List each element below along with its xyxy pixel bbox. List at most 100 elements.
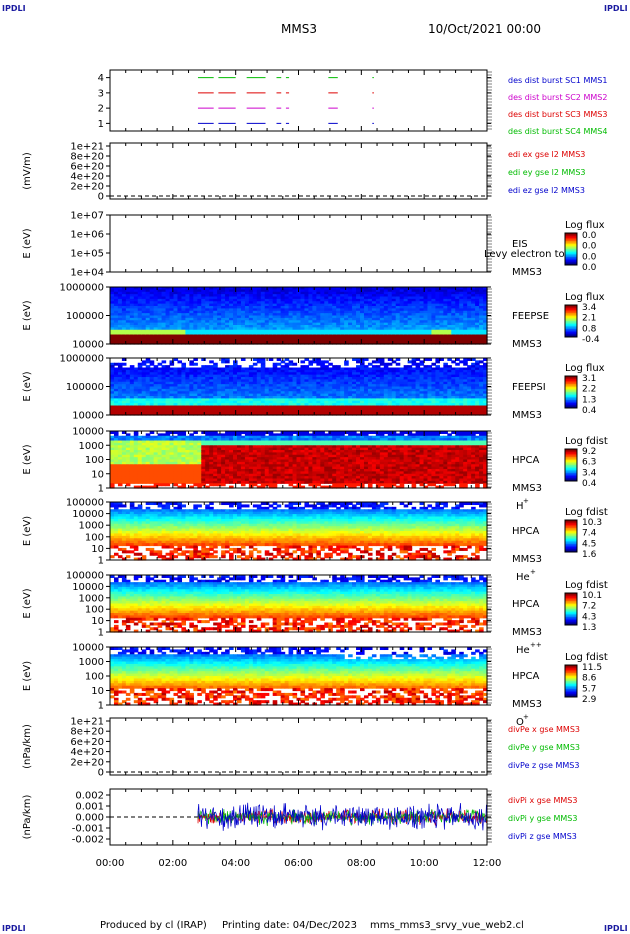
heatmap-cell (137, 379, 143, 383)
heatmap-cell (415, 374, 421, 378)
heatmap-cell (395, 384, 401, 388)
heatmap-cell (383, 332, 389, 336)
heatmap-cell (236, 308, 242, 312)
heatmap-cell (205, 379, 210, 383)
heatmap-cell (209, 306, 214, 309)
heatmap-cell (320, 377, 325, 380)
heatmap-cell (133, 315, 139, 319)
heatmap-cell (117, 407, 123, 411)
heatmap-cell (213, 310, 218, 314)
heatmap-cell (276, 369, 282, 373)
heatmap-cell (344, 379, 349, 383)
heatmap-cell (288, 362, 294, 366)
heatmap-cell (403, 336, 409, 340)
heatmap-cell (371, 339, 377, 343)
heatmap-cell (431, 374, 437, 378)
heatmap-cell (296, 379, 302, 383)
heatmap-cell (169, 336, 175, 340)
colorbar-swatch (565, 314, 577, 317)
heatmap-cell (133, 310, 139, 314)
heatmap-cell (475, 403, 480, 407)
heatmap-cell (173, 410, 179, 414)
heatmap-cell (399, 381, 405, 385)
heatmap-cell (324, 405, 329, 409)
heatmap-cell (284, 405, 290, 409)
heatmap-cell (363, 336, 369, 340)
heatmap-cell (312, 325, 317, 328)
heatmap-cell (451, 322, 456, 326)
heatmap-cell (316, 400, 321, 404)
heatmap-cell (356, 325, 361, 328)
heatmap-cell (256, 303, 262, 307)
heatmap-cell (149, 287, 155, 290)
heatmap-cell (423, 317, 429, 321)
heatmap-cell (407, 334, 413, 338)
heatmap-cell (471, 412, 476, 416)
heatmap-cell (129, 384, 135, 388)
heatmap-cell (121, 457, 127, 461)
heatmap-cell (455, 291, 460, 295)
heatmap-cell (276, 384, 282, 388)
heatmap-cell (300, 407, 306, 411)
heatmap-cell (113, 298, 119, 302)
heatmap-cell (113, 329, 119, 333)
heatmap-cell (280, 336, 286, 340)
heatmap-cell (169, 322, 175, 326)
heatmap-cell (447, 407, 452, 411)
heatmap-cell (201, 334, 206, 338)
heatmap-cell (121, 466, 127, 470)
heatmap-cell (173, 374, 179, 378)
heatmap-cell (419, 379, 425, 383)
heatmap-cell (117, 457, 123, 461)
heatmap-cell (344, 396, 349, 399)
heatmap-cell (181, 332, 186, 336)
heatmap-cell (296, 405, 302, 409)
heatmap-cell (240, 412, 246, 416)
heatmap-cell (383, 381, 389, 385)
heatmap-cell (149, 403, 155, 407)
heatmap-cell (332, 294, 337, 298)
heatmap-cell (447, 386, 452, 390)
heatmap-cell (189, 410, 194, 414)
heatmap-cell (459, 332, 464, 336)
heatmap-cell (113, 459, 119, 463)
heatmap-cell (328, 327, 333, 331)
heatmap-cell (348, 298, 353, 302)
heatmap-cell (340, 306, 345, 309)
heatmap-cell (233, 396, 238, 399)
heatmap-cell (475, 294, 480, 298)
heatmap-cell (312, 360, 317, 364)
heatmap-cell (157, 369, 163, 373)
heatmap-cell (260, 336, 266, 340)
heatmap-cell (197, 407, 202, 411)
heatmap-cell (229, 367, 234, 371)
heatmap-cell (435, 317, 440, 321)
heatmap-cell (411, 362, 417, 366)
heatmap-cell (133, 313, 139, 317)
heatmap-cell (117, 341, 123, 345)
heatmap-cell (344, 381, 349, 385)
heatmap-cell (391, 360, 397, 364)
heatmap-cell (383, 388, 389, 392)
heatmap-cell (463, 296, 468, 300)
heatmap-cell (240, 289, 246, 293)
heatmap-cell (399, 289, 405, 293)
heatmap-cell (296, 301, 302, 305)
heatmap-cell (352, 308, 357, 312)
heatmap-cell (296, 374, 302, 378)
heatmap-cell (427, 386, 433, 390)
heatmap-cell (145, 317, 151, 321)
heatmap-cell (356, 393, 361, 397)
heatmap-cell (367, 400, 373, 404)
heatmap-cell (316, 388, 321, 392)
heatmap-cell (117, 473, 123, 477)
heatmap-cell (201, 396, 206, 399)
heatmap-cell (427, 398, 433, 402)
heatmap-cell (197, 372, 202, 376)
heatmap-cell (161, 400, 167, 404)
heatmap-cell (459, 407, 464, 411)
heatmap-cell (121, 381, 127, 385)
heatmap-cell (157, 341, 163, 345)
heatmap-cell (423, 298, 429, 302)
